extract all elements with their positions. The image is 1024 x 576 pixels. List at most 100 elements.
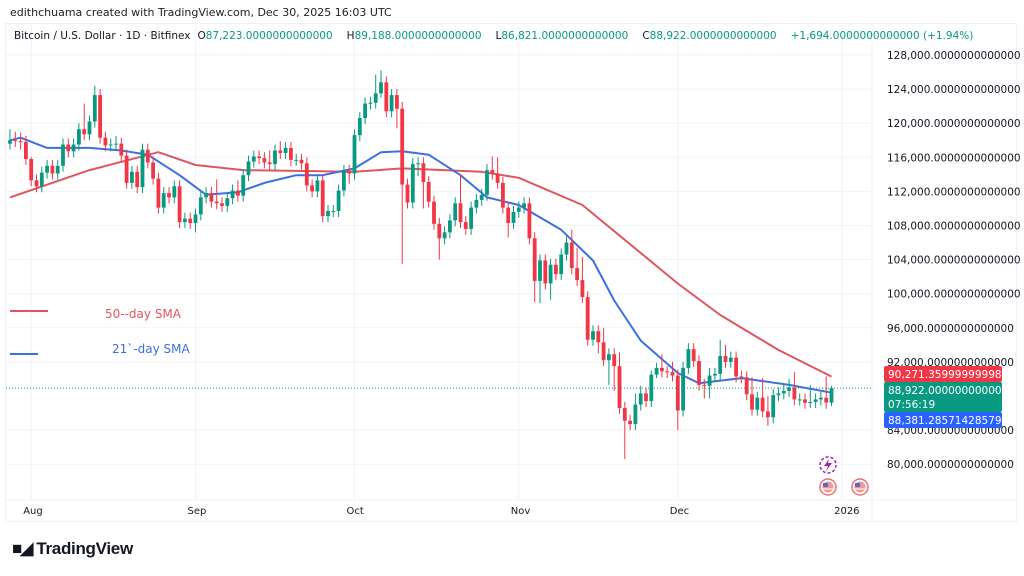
candle[interactable] <box>379 70 383 98</box>
candle[interactable] <box>601 327 606 367</box>
candle[interactable] <box>172 180 177 204</box>
candle[interactable] <box>458 174 463 229</box>
candle[interactable] <box>13 131 18 148</box>
candle[interactable] <box>771 389 776 424</box>
candle[interactable] <box>691 343 696 368</box>
candle[interactable] <box>342 164 346 197</box>
candle[interactable] <box>516 201 521 218</box>
candle[interactable] <box>506 201 511 238</box>
candle[interactable] <box>628 414 632 431</box>
candle[interactable] <box>580 257 585 304</box>
candle[interactable] <box>156 172 161 214</box>
candle[interactable] <box>183 212 187 229</box>
candle[interactable] <box>728 351 733 368</box>
candle[interactable] <box>559 248 564 281</box>
candle[interactable] <box>448 214 452 239</box>
candle[interactable] <box>400 101 405 264</box>
candle[interactable] <box>77 123 81 151</box>
candle[interactable] <box>18 132 23 150</box>
candle[interactable] <box>214 179 219 210</box>
candle[interactable] <box>649 370 654 408</box>
candle[interactable] <box>501 176 505 214</box>
candle[interactable] <box>257 150 261 165</box>
candle[interactable] <box>654 362 659 379</box>
candle[interactable] <box>463 216 468 235</box>
candle[interactable] <box>718 339 723 380</box>
lightning-icon[interactable] <box>819 456 837 474</box>
candle[interactable] <box>474 193 479 214</box>
candle[interactable] <box>760 378 765 418</box>
candle[interactable] <box>591 325 595 346</box>
candle[interactable] <box>766 396 770 426</box>
candle[interactable] <box>289 141 293 166</box>
candle[interactable] <box>278 141 283 160</box>
candle[interactable] <box>92 85 97 128</box>
candle[interactable] <box>665 366 670 379</box>
candle[interactable] <box>167 187 171 204</box>
candle[interactable] <box>675 369 680 431</box>
candle[interactable] <box>262 152 267 169</box>
candle[interactable] <box>734 351 738 383</box>
candle[interactable] <box>495 157 500 189</box>
us-flag-icon[interactable] <box>819 478 837 496</box>
candle[interactable] <box>755 391 760 416</box>
candle[interactable] <box>697 355 701 391</box>
candle[interactable] <box>744 371 749 401</box>
candle[interactable] <box>739 370 744 384</box>
candle[interactable] <box>681 361 685 417</box>
candle[interactable] <box>607 348 611 385</box>
candle[interactable] <box>151 156 155 185</box>
candle[interactable] <box>315 174 320 198</box>
candle[interactable] <box>829 385 834 407</box>
candle[interactable] <box>479 188 484 206</box>
candle[interactable] <box>638 385 643 411</box>
candle[interactable] <box>575 247 579 287</box>
candle[interactable] <box>564 236 569 261</box>
candle[interactable] <box>702 378 707 399</box>
candle[interactable] <box>622 401 627 460</box>
candle[interactable] <box>453 197 458 227</box>
candle[interactable] <box>373 74 378 109</box>
candle[interactable] <box>145 143 150 169</box>
candle[interactable] <box>50 159 55 180</box>
candle[interactable] <box>236 180 240 202</box>
candle[interactable] <box>532 232 537 303</box>
candle[interactable] <box>55 159 60 180</box>
candle[interactable] <box>781 384 786 400</box>
candle[interactable] <box>29 157 34 187</box>
candle[interactable] <box>808 384 813 408</box>
candle[interactable] <box>538 254 542 304</box>
candle[interactable] <box>633 393 638 431</box>
candle[interactable] <box>246 155 251 182</box>
candle[interactable] <box>130 165 134 189</box>
candle[interactable] <box>294 153 299 166</box>
candle[interactable] <box>193 208 198 233</box>
candle[interactable] <box>416 157 420 177</box>
candle[interactable] <box>34 174 39 193</box>
candle[interactable] <box>389 89 394 118</box>
candle[interactable] <box>670 361 675 382</box>
candle[interactable] <box>527 197 532 245</box>
candle[interactable] <box>432 195 436 230</box>
candle[interactable] <box>792 372 797 406</box>
candle[interactable] <box>612 348 617 391</box>
candle[interactable] <box>267 150 272 171</box>
candle[interactable] <box>384 76 389 118</box>
candle[interactable] <box>119 137 124 162</box>
candle[interactable] <box>776 387 781 402</box>
candle[interactable] <box>357 112 362 142</box>
candle[interactable] <box>442 226 447 245</box>
candle[interactable] <box>209 187 214 208</box>
candle[interactable] <box>135 165 140 194</box>
candle[interactable] <box>469 201 473 235</box>
candle[interactable] <box>554 258 558 281</box>
candle[interactable] <box>188 212 193 229</box>
candle[interactable] <box>750 377 754 416</box>
candle[interactable] <box>45 159 49 179</box>
candle[interactable] <box>437 217 442 260</box>
candle[interactable] <box>230 184 235 205</box>
candle[interactable] <box>220 197 224 212</box>
candle[interactable] <box>61 138 65 172</box>
candle[interactable] <box>352 129 357 180</box>
candle[interactable] <box>824 376 829 409</box>
